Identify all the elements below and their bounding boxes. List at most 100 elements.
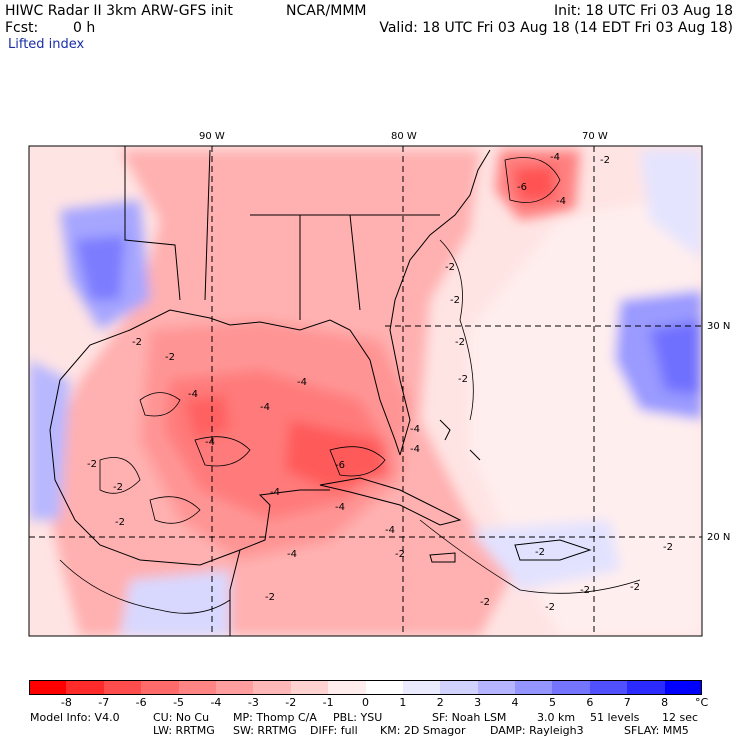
footer-sf: SF: Noah LSM [432, 711, 507, 724]
colorbar-tick-label: -5 [173, 696, 185, 709]
field-neg5-core [285, 420, 390, 490]
map-frame [28, 145, 703, 637]
contour-label: -4 [188, 389, 198, 400]
footer-lw: LW: RRTMG [153, 724, 215, 737]
contour-label: -4 [556, 196, 566, 207]
field-neg5-west [185, 395, 230, 440]
contour-label: -4 [297, 377, 307, 388]
init-time: Init: 18 UTC Fri 03 Aug 18 [553, 3, 733, 19]
contour-label: -2 [630, 582, 640, 593]
colorbar-tick-label: -3 [247, 696, 259, 709]
footer-sflay: SFLAY: MM5 [624, 724, 689, 737]
colorbar-tick-label: 6 [586, 696, 594, 709]
footer-cu: CU: No Cu [153, 711, 210, 724]
colorbar-tick-label: 1 [399, 696, 407, 709]
footer-model-info: Model Info: V4.0 [30, 711, 120, 724]
colorbar-tick-label: -4 [210, 696, 222, 709]
forecast-hour: 0 h [73, 20, 96, 36]
colorbar-swatch [402, 680, 441, 694]
footer-diff: DIFF: full [310, 724, 358, 737]
contour-label: -4 [287, 549, 297, 560]
colorbar-tick-label: -7 [98, 696, 110, 709]
hispaniola [514, 539, 592, 561]
colorbar-frame [29, 680, 702, 695]
contour-ring-3 [329, 446, 386, 477]
colorbar-tick-label: 4 [511, 696, 519, 709]
footer-levels: 51 levels [590, 711, 640, 724]
contour-ring-4 [504, 157, 561, 203]
contour-label: -4 [410, 444, 420, 455]
field-blue-south [120, 570, 230, 636]
contour-line-b [419, 519, 641, 594]
field-blue-texas-core [75, 235, 125, 300]
valid-time: Valid: 18 UTC Fri 03 Aug 18 (14 EDT Fri … [379, 20, 733, 36]
colorbar-swatch [141, 680, 180, 694]
colorbar-tick-label: 2 [436, 696, 444, 709]
colorbar-swatch [440, 680, 479, 694]
cuba [319, 477, 462, 526]
central-america-coast [229, 549, 241, 636]
colorbar-swatch [477, 680, 516, 694]
contour-label: -2 [115, 517, 125, 528]
field-name: Lifted index [8, 37, 85, 52]
contour-label: -2 [580, 585, 590, 596]
lon-label-90w: 90 W [199, 131, 225, 142]
bahamas-2 [469, 449, 481, 461]
bahamas-1 [439, 419, 451, 441]
colorbar-swatch [552, 680, 591, 694]
colorbar-swatch [515, 680, 553, 694]
colorbar-tick-label: 3 [474, 696, 482, 709]
colorbar-swatch [365, 680, 404, 694]
contour-label: -2 [395, 549, 405, 560]
contour-line-c [59, 559, 231, 614]
field-atlantic-core [512, 165, 555, 202]
colorbar-swatch [66, 680, 105, 694]
lon-label-70w: 70 W [582, 131, 608, 142]
lon-label-80w: 80 W [391, 131, 417, 142]
footer-km: KM: 2D Smagor [380, 724, 466, 737]
contour-line-a [439, 239, 474, 421]
contour-label: -2 [132, 337, 142, 348]
colorbar-tick-label: -1 [322, 696, 334, 709]
lat-label-20n: 20 N [707, 532, 731, 543]
colorbar-swatch [29, 680, 67, 694]
contour-label: -2 [113, 482, 123, 493]
contour-label: -2 [600, 155, 610, 166]
contour-label: -4 [410, 424, 420, 435]
us-state-border-1 [124, 146, 181, 301]
colorbar-tick-label: 0 [362, 696, 369, 709]
contour-label: -4 [335, 502, 345, 513]
contour-ring-5 [99, 457, 141, 494]
contour-label: -2 [535, 547, 545, 558]
colorbar-swatch [290, 680, 329, 694]
florida-east-coast [389, 149, 491, 456]
contour-ring-2 [194, 436, 251, 467]
lat-label-30n: 30 N [707, 321, 731, 332]
colorbar-swatch [664, 680, 703, 694]
colorbar-swatch [328, 680, 366, 694]
footer-timestep: 12 sec [662, 711, 699, 724]
contour-label: -2 [458, 374, 468, 385]
field-blue-sw [29, 360, 70, 520]
org-label: NCAR/MMM [286, 3, 367, 19]
contour-label: -2 [455, 337, 465, 348]
colorbar-swatch [215, 680, 254, 694]
footer-resolution: 3.0 km [537, 711, 576, 724]
contour-label: -4 [385, 525, 395, 536]
footer-mp: MP: Thomp C/A [233, 711, 317, 724]
contour-label: -2 [265, 592, 275, 603]
field-blue-ne [640, 150, 702, 260]
colorbar-swatch [178, 680, 217, 694]
mexico-coastline [49, 379, 330, 566]
contour-label: -2 [663, 542, 673, 553]
colorbar-tick-label: 5 [548, 696, 556, 709]
forecast-label: Fcst: [5, 20, 39, 36]
contour-label: -2 [450, 295, 460, 306]
contour-label: -2 [545, 602, 555, 613]
us-state-border-2 [204, 149, 211, 301]
contour-ring-6 [149, 496, 201, 524]
footer-sw: SW: RRTMG [233, 724, 297, 737]
colorbar-tick-label: -6 [135, 696, 147, 709]
colorbar-tick-label: 8 [661, 696, 669, 709]
